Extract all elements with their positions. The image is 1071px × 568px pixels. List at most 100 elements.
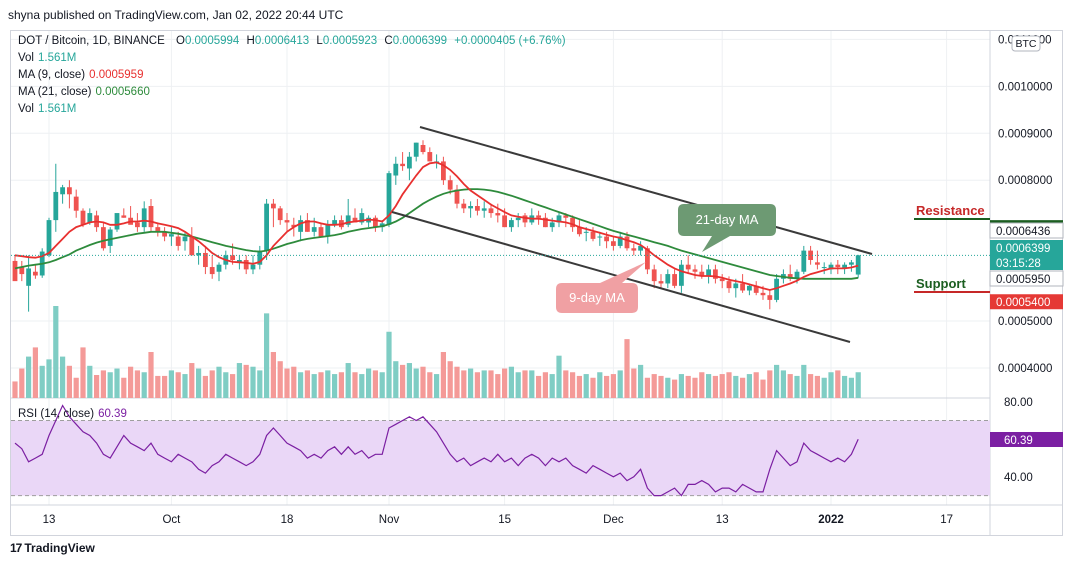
- candle-body: [379, 223, 385, 228]
- candle-body: [447, 180, 453, 190]
- symbol-label: DOT / Bitcoin, 1D, BINANCE: [18, 35, 165, 47]
- candle-body: [638, 245, 643, 251]
- candle-body: [706, 269, 711, 277]
- volume-bar: [454, 366, 460, 398]
- candle-body: [237, 260, 242, 263]
- candle-body: [740, 283, 745, 291]
- candle-body: [760, 292, 766, 296]
- candle-body: [291, 224, 297, 228]
- volume-bar: [141, 372, 147, 398]
- candle-body: [12, 260, 18, 282]
- candle-body: [631, 248, 637, 251]
- candle-body: [155, 227, 161, 232]
- footer-brand-label: TradingView: [24, 541, 95, 555]
- volume-bar: [46, 359, 52, 398]
- candle-body: [257, 250, 263, 265]
- volume-bar: [32, 347, 38, 398]
- volume-bar: [202, 375, 208, 398]
- candle-body: [855, 255, 861, 275]
- low-label: L: [316, 35, 323, 47]
- moving-averages: [14, 161, 859, 291]
- rsi-label: RSI (14, close): [18, 408, 95, 420]
- rsi-tick-label: 40.00: [1004, 472, 1033, 484]
- candle-body: [352, 217, 358, 223]
- candle-body: [277, 208, 283, 221]
- candle-body: [815, 262, 820, 265]
- candle-body: [311, 227, 317, 232]
- candle-body: [454, 189, 460, 204]
- candle-body: [658, 281, 664, 284]
- ma9-price-badge: [990, 271, 1063, 286]
- candle-body: [101, 227, 106, 249]
- price-tick-label: 0.0005000: [998, 316, 1052, 328]
- candle-body: [828, 264, 834, 270]
- price-tick-label: 0.0008000: [998, 175, 1052, 187]
- candle-body: [842, 264, 847, 269]
- candle-body: [264, 203, 269, 251]
- candle-body: [726, 281, 732, 289]
- candle-body: [753, 285, 759, 293]
- ma21-line: [14, 188, 859, 280]
- volume-bar: [182, 374, 188, 398]
- volume-bar: [168, 370, 174, 398]
- candle-body: [413, 142, 419, 157]
- volume-bar: [148, 352, 154, 398]
- candle-body: [60, 187, 65, 195]
- volume-bar: [808, 374, 814, 398]
- volume-bar: [372, 370, 378, 398]
- volume-bar: [189, 363, 195, 398]
- candle-body: [203, 252, 208, 268]
- volume-bar: [597, 372, 603, 398]
- legend-vol-row: Vol 1.561M: [18, 52, 76, 64]
- volume-bar: [230, 374, 236, 398]
- legend-ma9-row: MA (9, close) 0.0005959: [18, 69, 143, 81]
- volume-bar: [440, 352, 446, 398]
- volume-bar: [678, 374, 684, 398]
- volume-bar: [794, 375, 800, 398]
- volume-bar: [311, 374, 317, 398]
- volume-bar: [814, 375, 820, 398]
- time-tick-label: Dec: [603, 514, 624, 526]
- volume-bar: [658, 375, 664, 398]
- volume-bar: [651, 374, 657, 398]
- volume-bar: [515, 372, 521, 398]
- volume-bar: [563, 370, 569, 398]
- candle-body: [774, 278, 779, 300]
- volume-bars: [12, 306, 861, 398]
- volume-bar: [100, 370, 106, 398]
- candle-body: [590, 231, 596, 239]
- candle-body: [271, 203, 276, 209]
- footer-brand[interactable]: 17 TradingView: [10, 541, 95, 555]
- rsi-panel: [11, 404, 990, 497]
- volume-bar: [638, 364, 644, 398]
- volume-bar: [536, 375, 542, 398]
- candle-body: [393, 163, 399, 176]
- volume-bar: [590, 377, 596, 398]
- time-tick-label: 2022: [818, 514, 844, 526]
- candle-body: [230, 255, 235, 260]
- ma21-label: MA (21, close): [18, 86, 92, 98]
- volume-bar: [66, 365, 72, 398]
- time-tick-label: Oct: [162, 514, 181, 526]
- volume-bar: [712, 375, 718, 398]
- publisher-line: shyna published on TradingView.com, Jan …: [8, 8, 344, 22]
- volume-bar: [787, 374, 793, 398]
- overlay: 21-day MA 9-day MA Resistance Support: [11, 126, 990, 343]
- candle-body: [373, 217, 378, 228]
- candle-body: [196, 252, 201, 256]
- candle-body: [583, 231, 589, 233]
- volume-bar: [801, 364, 807, 398]
- volume-bar: [529, 370, 535, 398]
- candle-body: [522, 215, 528, 223]
- ma21-price-badge-label: 0.0006436: [996, 226, 1050, 238]
- rsi-value-badge-label: 60.39: [1004, 435, 1033, 447]
- candle-body: [821, 267, 827, 269]
- candle-body: [651, 269, 657, 282]
- volume-bar: [508, 366, 514, 398]
- ma21-bubble-label: 21-day MA: [696, 212, 759, 227]
- volume-bar: [468, 368, 474, 398]
- volume-bar: [474, 372, 480, 398]
- candle-body: [121, 215, 127, 218]
- ma21-badge-border: [989, 222, 1064, 239]
